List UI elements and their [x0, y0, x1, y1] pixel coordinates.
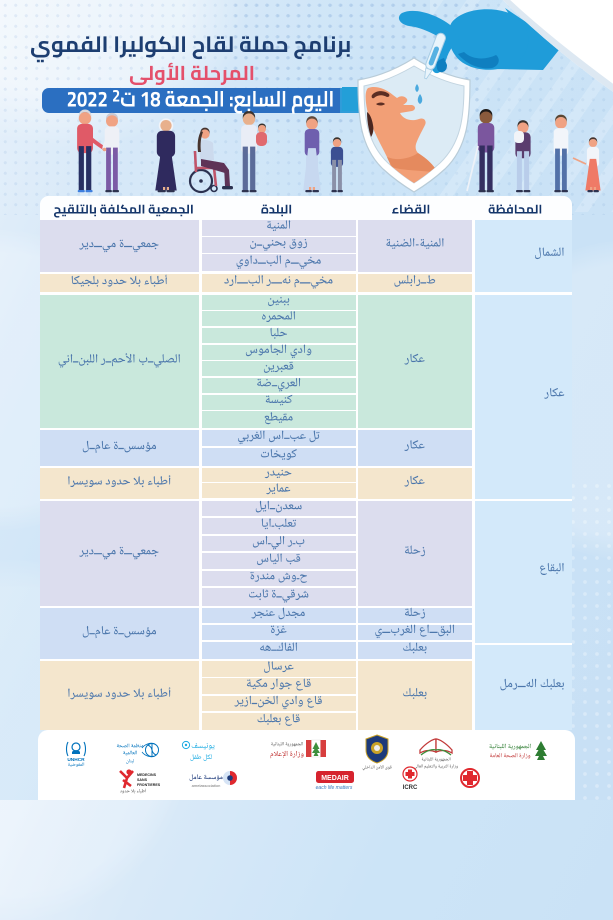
svg-text:ICRC: ICRC	[403, 785, 418, 791]
svg-text:SANS: SANS	[137, 778, 148, 782]
svg-text:MEDAIR: MEDAIR	[321, 775, 349, 782]
svg-text:each life matters: each life matters	[316, 785, 353, 791]
svg-text:amelassociation: amelassociation	[192, 783, 221, 788]
svg-text:UNHCR: UNHCR	[67, 757, 85, 763]
svg-text:FRONTIERES: FRONTIERES	[137, 783, 161, 787]
svg-text:MEDECINS: MEDECINS	[137, 773, 157, 777]
